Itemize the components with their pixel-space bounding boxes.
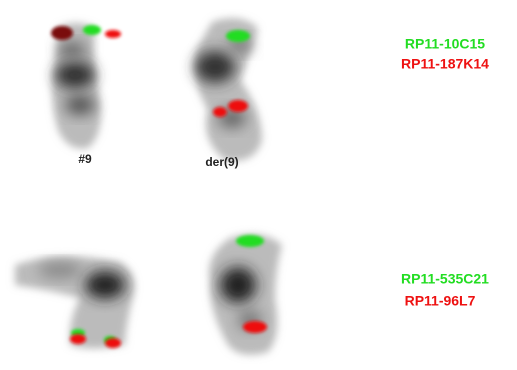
chromosome-bottom-left (15, 257, 134, 349)
fish-image: #9 der(9) RP11-10C15 RP11-187K14 RP11-53… (0, 0, 517, 370)
chromosome-bottom-right (209, 234, 282, 354)
probe-label: RP11-187K14 (401, 56, 489, 72)
chromosome-der9 (195, 18, 263, 161)
chromosome-label: der(9) (205, 155, 238, 169)
chromosome-9 (51, 23, 121, 149)
probe-label: RP11-535C21 (401, 271, 489, 287)
probe-label: RP11-10C15 (405, 36, 485, 52)
chromosome-label: #9 (78, 152, 92, 166)
probe-label: RP11-96L7 (405, 293, 476, 309)
